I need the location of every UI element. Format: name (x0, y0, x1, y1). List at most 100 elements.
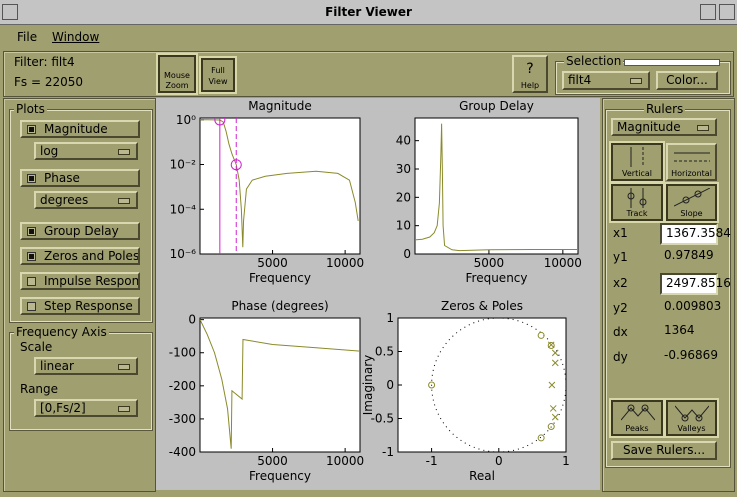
icon (675, 405, 709, 422)
maximize-button[interactable] (719, 4, 735, 20)
y-tick-label: 10⁻⁶ (170, 247, 197, 261)
right-panel (602, 98, 735, 492)
icon (674, 188, 710, 207)
menu-window[interactable]: Window (52, 30, 100, 44)
button-label: Peaks (625, 424, 649, 433)
ruler-2-marker (230, 159, 242, 171)
button-label: Vertical (622, 169, 652, 178)
x-tick-label: 5000 (257, 454, 288, 468)
x-tick-label: 0 (495, 454, 503, 468)
pole-marker (547, 341, 555, 349)
sample-rate: Fs = 22050 (14, 75, 84, 89)
zero-marker (547, 423, 555, 431)
selection-color-bar (624, 59, 720, 66)
horizontal-ruler-button[interactable]: Horizontal (666, 143, 717, 181)
plot-content (415, 123, 578, 252)
y2-value: 0.009803 (664, 299, 722, 313)
y-tick-label: 30 (396, 162, 411, 176)
rulers-title: Rulers (644, 102, 686, 116)
phase-units-popup[interactable]: degrees (34, 191, 138, 209)
x-tick-label: -1 (426, 454, 438, 468)
chart-title: Zeros & Poles (441, 299, 523, 313)
zero-marker (547, 341, 555, 349)
button-label: Full (211, 66, 225, 75)
plot-checkbox[interactable]: Step Response (20, 297, 140, 315)
button-label: Valleys (677, 424, 706, 433)
slope-ruler-button[interactable]: Slope (664, 182, 719, 223)
vertical-ruler-button[interactable]: Vertical (609, 141, 665, 183)
button-label: Help (520, 81, 540, 90)
x2-label: x2 (613, 276, 628, 290)
chart-title: Magnitude (248, 99, 312, 113)
icon (621, 404, 655, 421)
window-title: Filter Viewer (325, 5, 412, 19)
y1-value: 0.97849 (664, 248, 714, 262)
magnitude-scale-popup[interactable]: log (34, 142, 138, 160)
plot-checkbox[interactable]: Group Delay (20, 222, 140, 240)
curve (415, 123, 578, 252)
unit-circle (431, 318, 566, 452)
help-button[interactable]: ? Help (512, 55, 548, 93)
zero-marker (537, 434, 545, 442)
mouse-zoom-button[interactable]: Mouse Zoom (156, 53, 198, 95)
zero-marker (537, 331, 545, 339)
dy-label: dy (613, 350, 628, 364)
icon (630, 147, 644, 167)
button-label: View (208, 77, 228, 86)
top-panel (3, 51, 734, 97)
plot-checkbox[interactable]: Zeros and Poles (20, 247, 140, 265)
x-tick-label: 10000 (326, 454, 364, 468)
curve (200, 119, 359, 248)
plot-checkbox[interactable]: Phase (20, 169, 140, 187)
dy-value: -0.96869 (664, 348, 718, 362)
filter-name: Filter: filt4 (14, 55, 75, 69)
pole-marker (548, 381, 556, 389)
filter-popup[interactable]: filt4 (562, 71, 650, 90)
range-popup[interactable]: [0,Fs/2] (34, 399, 138, 417)
full-view-button[interactable]: Full View (199, 56, 237, 94)
save-rulers-button[interactable]: Save Rulers... (611, 441, 717, 460)
x-axis-label: Frequency (466, 271, 528, 285)
valleys-button[interactable]: Valleys (664, 398, 719, 438)
x1-input[interactable]: 1367.3584 (660, 223, 731, 245)
axes-background (397, 317, 567, 453)
x-tick-label: 1 (562, 454, 570, 468)
button-label: Zoom (165, 81, 189, 90)
left-panel (3, 98, 156, 492)
track-ruler-button[interactable]: Track (609, 182, 665, 223)
y2-label: y2 (613, 301, 628, 315)
x-tick-label: 5000 (257, 256, 288, 270)
title-bar: Filter Viewer (0, 0, 737, 25)
scale-popup[interactable]: linear (34, 357, 138, 375)
y-tick-label: 10 (396, 219, 411, 233)
x-tick-label: 10000 (326, 256, 364, 270)
peaks-button[interactable]: Peaks (609, 398, 665, 438)
window-menu-button[interactable] (2, 4, 18, 20)
frequency-axis-title: Frequency Axis (14, 325, 109, 339)
menu-file[interactable]: File (17, 30, 38, 44)
y-tick-label: -300 (169, 412, 196, 426)
icon (627, 188, 647, 208)
range-label: Range (20, 382, 59, 396)
button-label: Mouse (164, 71, 190, 80)
y-tick-label: -100 (169, 346, 196, 360)
chart-title: Group Delay (459, 99, 534, 113)
color-button[interactable]: Color... (656, 71, 718, 90)
plot-content (428, 318, 566, 452)
x-tick-label: 10000 (544, 256, 582, 270)
x-axis-label: Frequency (249, 271, 311, 285)
pole-marker (551, 413, 559, 421)
minimize-button[interactable] (700, 4, 716, 20)
plot-checkbox[interactable]: Magnitude (20, 120, 140, 138)
x2-input[interactable]: 2497.8516 (660, 273, 731, 295)
selection-title: Selection (564, 54, 624, 68)
y-tick-label: -200 (169, 379, 196, 393)
ruler-target-popup[interactable]: Magnitude (611, 118, 717, 136)
y-tick-label: -1 (382, 445, 394, 459)
button-label: Slope (680, 209, 703, 218)
pole-marker (551, 359, 559, 367)
plot-checkbox[interactable]: Impulse Response (20, 272, 140, 290)
help-icon: ? (526, 61, 534, 77)
y-tick-label: 10⁰ (176, 113, 196, 127)
y-tick-label: 0 (403, 247, 411, 261)
